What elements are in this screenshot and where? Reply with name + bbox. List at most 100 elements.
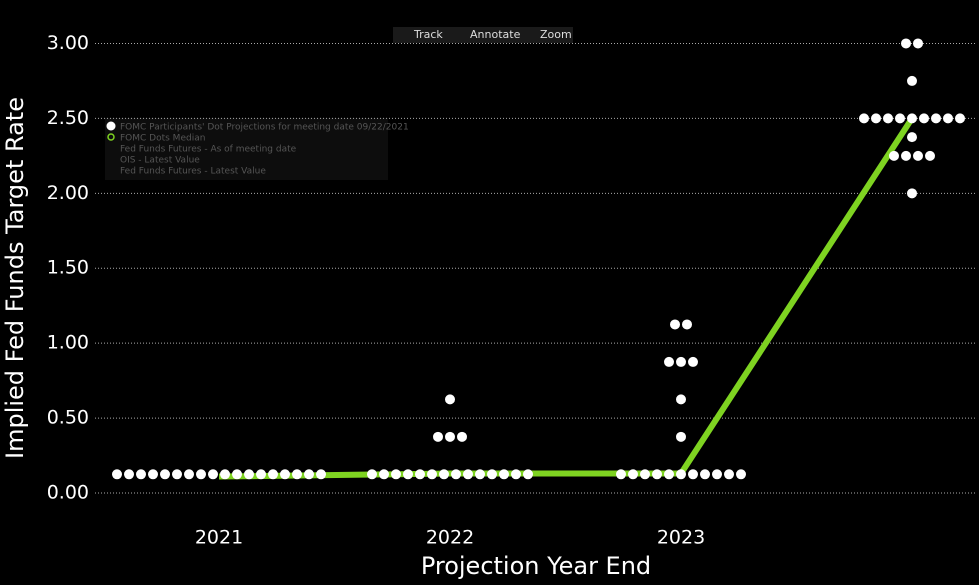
dot: [172, 469, 182, 480]
dot: [367, 469, 377, 480]
dot: [463, 469, 473, 480]
dot: [136, 469, 146, 480]
dot: [196, 469, 206, 480]
dot: [640, 469, 650, 480]
y-tick-label: 3.00: [47, 32, 89, 54]
dot: [316, 469, 326, 480]
dot: [925, 150, 935, 161]
dot: [451, 469, 461, 480]
dot: [676, 431, 686, 442]
dot: [391, 469, 401, 480]
dot: [700, 469, 710, 480]
dot: [427, 469, 437, 480]
dot: [415, 469, 425, 480]
legend-label: Fed Funds Futures - Latest Value: [120, 167, 266, 177]
dot: [664, 469, 674, 480]
dot: [268, 469, 278, 480]
dot: [688, 469, 698, 480]
toolbar-bg: [393, 27, 573, 43]
dot: [160, 469, 170, 480]
dot: [676, 356, 686, 367]
toolbar-zoom[interactable]: Zoom: [540, 28, 572, 41]
dot: [487, 469, 497, 480]
dot: [931, 113, 941, 124]
dot: [724, 469, 734, 480]
dot: [616, 469, 626, 480]
y-tick-label: 1.00: [47, 332, 89, 354]
legend-label: FOMC Dots Median: [120, 134, 205, 144]
dot: [901, 150, 911, 161]
dot: [244, 469, 254, 480]
x-tick-label: 2023: [657, 527, 705, 549]
dot: [907, 75, 917, 86]
dot: [955, 113, 965, 124]
dot: [682, 319, 692, 330]
dot: [292, 469, 302, 480]
dot: [889, 150, 899, 161]
dot: [670, 319, 680, 330]
dot: [439, 469, 449, 480]
dot: [148, 469, 158, 480]
dot: [433, 431, 443, 442]
dot: [628, 469, 638, 480]
x-axis-title: Projection Year End: [421, 552, 651, 580]
dot: [883, 113, 893, 124]
dot: [676, 469, 686, 480]
dot: [445, 394, 455, 405]
legend-bg: [105, 118, 388, 180]
dot: [208, 469, 218, 480]
dot: [511, 469, 521, 480]
dot: [859, 113, 869, 124]
dot: [256, 469, 266, 480]
legend-swatch: [107, 133, 115, 141]
dot: [907, 132, 917, 143]
dot: [652, 469, 662, 480]
dot: [907, 188, 917, 199]
dot: [445, 431, 455, 442]
legend-swatch: [106, 121, 116, 131]
dot: [457, 431, 467, 442]
dot: [688, 356, 698, 367]
y-axis-title: Implied Fed Funds Target Rate: [1, 97, 29, 459]
dot: [913, 150, 923, 161]
toolbar: Track Annotate Zoom: [393, 27, 573, 43]
dot: [112, 469, 122, 480]
y-tick-label: 2.00: [47, 182, 89, 204]
dot: [895, 113, 905, 124]
dot: [220, 469, 230, 480]
y-tick-label: 2.50: [47, 107, 89, 129]
toolbar-track[interactable]: Track: [413, 28, 443, 41]
dot: [379, 469, 389, 480]
x-tick-label: 2022: [426, 527, 474, 549]
toolbar-annotate[interactable]: Annotate: [470, 28, 521, 41]
legend-label: OIS - Latest Value: [120, 156, 200, 166]
dot: [919, 113, 929, 124]
dot: [124, 469, 134, 480]
x-tick-label: 2021: [195, 527, 243, 549]
dot: [403, 469, 413, 480]
dot: [304, 469, 314, 480]
dot: [184, 469, 194, 480]
legend-label: Fed Funds Futures - As of meeting date: [120, 145, 297, 155]
y-tick-label: 0.00: [47, 482, 89, 504]
legend-label: FOMC Participants' Dot Projections for m…: [120, 123, 409, 133]
dot: [280, 469, 290, 480]
dot: [901, 38, 911, 49]
median-line: [218, 116, 915, 480]
y-tick-label: 1.50: [47, 257, 89, 279]
dot: [712, 469, 722, 480]
dot: [232, 469, 242, 480]
dot: [871, 113, 881, 124]
dot: [664, 356, 674, 367]
dot: [943, 113, 953, 124]
dot: [499, 469, 509, 480]
y-tick-label: 0.50: [47, 407, 89, 429]
dot: [523, 469, 533, 480]
dot: [913, 38, 923, 49]
dot: [907, 113, 917, 124]
dot: [676, 394, 686, 405]
dot: [475, 469, 485, 480]
